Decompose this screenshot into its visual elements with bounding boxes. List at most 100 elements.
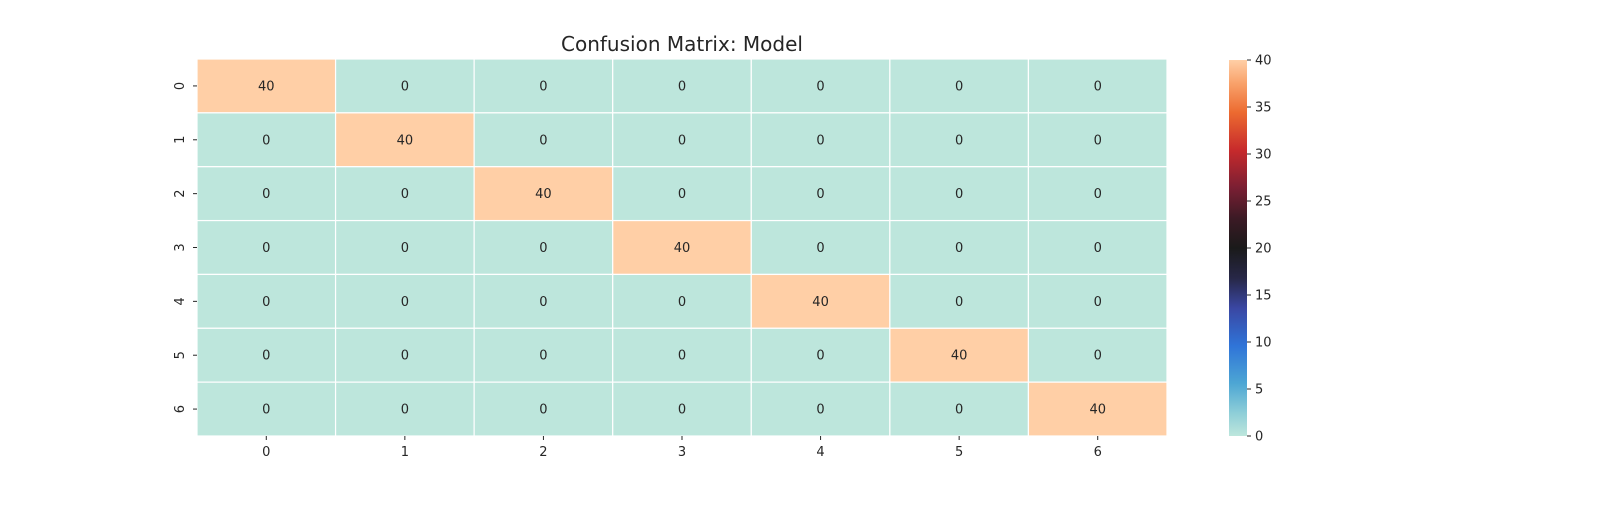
y-axis: 0 1 2 3 4 5 6 [173, 82, 197, 413]
cell-value-label: 0 [539, 295, 547, 310]
y-tick-label: 2 [173, 190, 188, 198]
heatmap-cell [1027, 166, 1168, 222]
chart-title: Confusion Matrix: Model [561, 32, 803, 56]
x-axis: 0 1 2 3 4 5 6 [262, 436, 1102, 460]
heatmap-cell [750, 166, 891, 222]
cell-value-label: 0 [1094, 241, 1102, 256]
cell-value-label: 0 [955, 187, 963, 202]
colorbar-tick-label: 40 [1255, 54, 1272, 69]
heatmap-cell [1027, 112, 1168, 168]
heatmap-cell [334, 219, 475, 276]
cell-value-label: 0 [262, 241, 270, 256]
colorbar-tick-label: 15 [1255, 289, 1272, 304]
cell-value-label: 0 [678, 133, 686, 148]
cell-value-label: 0 [401, 79, 409, 94]
cell-value-label: 0 [955, 133, 963, 148]
colorbar-ticks: 0 5 10 15 20 25 30 35 40 [1247, 54, 1272, 445]
cell-value-label: 0 [816, 241, 824, 256]
cell-value-label: 0 [401, 349, 409, 364]
cell-value-label: 0 [539, 241, 547, 256]
y-tick-label: 4 [173, 297, 188, 305]
cell-value-label: 0 [1094, 133, 1102, 148]
heatmap-cell [196, 219, 337, 276]
y-tick-label: 0 [173, 82, 188, 90]
colorbar: 0 5 10 15 20 25 30 35 40 [1229, 54, 1272, 445]
x-tick-label: 2 [539, 445, 547, 460]
cell-value-label: 0 [955, 295, 963, 310]
cell-value-label: 0 [678, 187, 686, 202]
cell-value-label: 0 [955, 403, 963, 418]
heatmap-cell [473, 58, 614, 114]
colorbar-tick-label: 5 [1255, 383, 1263, 398]
y-tick-label: 5 [173, 351, 188, 359]
cell-value-label: 0 [401, 295, 409, 310]
cell-value-label: 0 [955, 79, 963, 94]
x-tick-label: 0 [262, 445, 270, 460]
colorbar-tick-label: 0 [1255, 430, 1263, 445]
cell-value-label: 0 [1094, 187, 1102, 202]
heatmap-cell [196, 273, 337, 329]
cell-value-label: 40 [812, 295, 829, 310]
cell-value-label: 40 [1089, 403, 1106, 418]
heatmap-cell [334, 166, 475, 222]
colorbar-gradient [1229, 60, 1247, 436]
heatmap-cell [473, 273, 614, 329]
cell-value-label: 0 [262, 403, 270, 418]
heatmap-cell [1027, 219, 1168, 276]
y-tick-label: 6 [173, 405, 188, 413]
x-tick-label: 6 [1094, 445, 1102, 460]
colorbar-tick-label: 10 [1255, 336, 1272, 351]
cell-value-label: 0 [262, 187, 270, 202]
cell-value-label: 40 [258, 79, 275, 94]
cell-value-label: 0 [678, 295, 686, 310]
heatmap-cell [1027, 381, 1168, 437]
colorbar-tick-label: 20 [1255, 242, 1272, 257]
heatmap-cell [196, 58, 337, 114]
heatmap-cell [889, 58, 1030, 114]
heatmap-cell [750, 112, 891, 168]
cell-value-label: 0 [1094, 79, 1102, 94]
cell-value-label: 0 [262, 295, 270, 310]
x-tick-label: 3 [678, 445, 686, 460]
colorbar-tick-label: 35 [1255, 101, 1272, 116]
heatmap-cell [196, 381, 337, 437]
heatmap-cell [334, 58, 475, 114]
cell-value-label: 0 [1094, 295, 1102, 310]
cell-value-label: 0 [401, 241, 409, 256]
cell-value-label: 0 [539, 349, 547, 364]
cell-value-label: 0 [539, 79, 547, 94]
cell-value-label: 0 [678, 403, 686, 418]
heatmap-cell [612, 166, 752, 222]
heatmap-cell [612, 58, 752, 114]
y-tick-label: 3 [173, 243, 188, 251]
heatmap-cell [612, 381, 752, 437]
heatmap-cell [889, 166, 1030, 222]
cell-value-label: 40 [951, 349, 968, 364]
heatmap-cell-labels: 40 0 0 0 0 0 0 0 40 0 0 0 0 0 0 0 40 0 0 0 0 0 0 0 40 0 0 0 0 0 0 0 40 0 0… [258, 79, 1106, 417]
heatmap-cell [889, 381, 1030, 437]
heatmap-cell [473, 166, 614, 222]
heatmap-cell [612, 327, 752, 383]
heatmap-cell [334, 327, 475, 383]
cell-value-label: 0 [816, 349, 824, 364]
heatmap-cells [196, 58, 1168, 437]
heatmap-cell [1027, 327, 1168, 383]
heatmap-cell [473, 381, 614, 437]
x-tick-label: 5 [955, 445, 963, 460]
cell-value-label: 0 [401, 403, 409, 418]
x-tick-label: 4 [816, 445, 824, 460]
x-tick-label: 1 [401, 445, 409, 460]
cell-value-label: 40 [535, 187, 552, 202]
cell-value-label: 0 [678, 349, 686, 364]
cell-value-label: 0 [955, 241, 963, 256]
cell-value-label: 0 [262, 133, 270, 148]
heatmap-cell [196, 327, 337, 383]
heatmap-cell [750, 327, 891, 383]
cell-value-label: 0 [1094, 349, 1102, 364]
heatmap-cell [473, 327, 614, 383]
colorbar-tick-label: 30 [1255, 148, 1272, 163]
cell-value-label: 0 [816, 187, 824, 202]
cell-value-label: 0 [678, 79, 686, 94]
cell-value-label: 0 [262, 349, 270, 364]
